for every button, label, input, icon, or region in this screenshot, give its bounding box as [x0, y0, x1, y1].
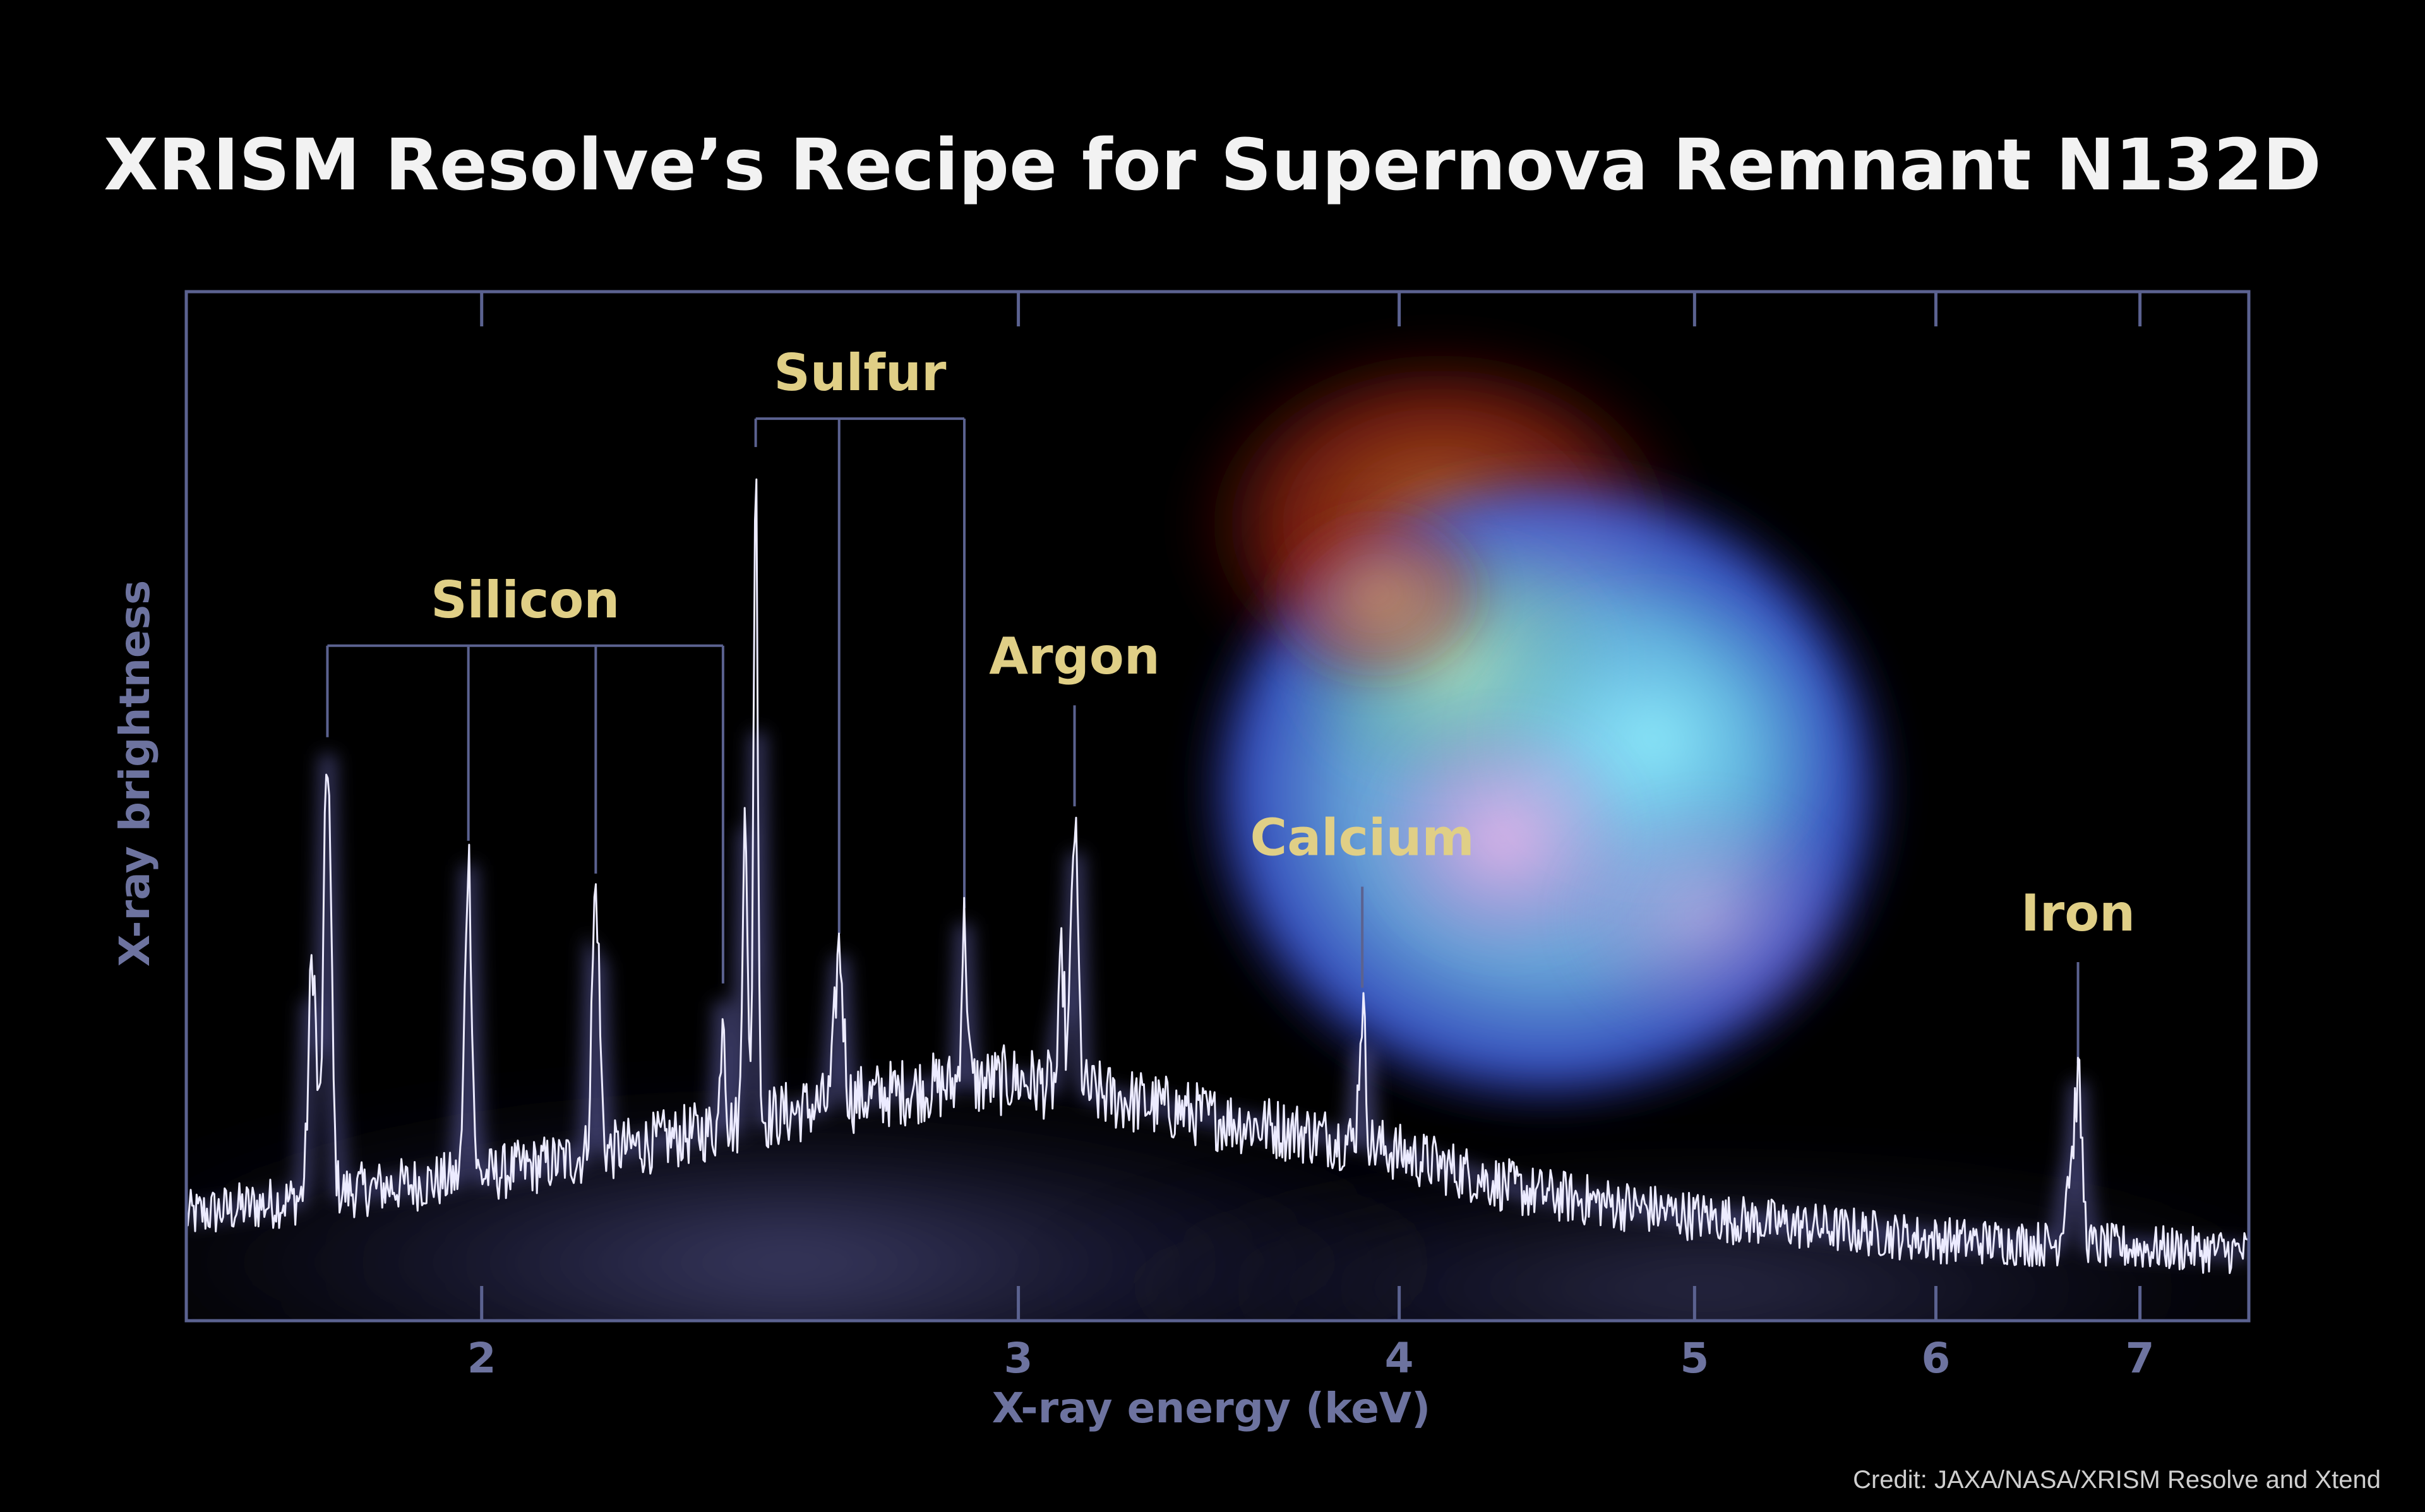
- x-tick-label: 7: [2126, 1334, 2155, 1383]
- x-tick-label: 6: [1922, 1334, 1951, 1383]
- x-tick-label: 5: [1680, 1334, 1709, 1383]
- x-tick-label: 4: [1385, 1334, 1414, 1383]
- supernova-remnant-image: [1175, 328, 1901, 1117]
- chart-title: XRISM Resolve’s Recipe for Supernova Rem…: [104, 124, 2321, 206]
- x-tick-label: 3: [1004, 1334, 1033, 1383]
- element-label-sulfur: Sulfur: [774, 343, 947, 402]
- y-axis-label: X-ray brightness: [111, 580, 159, 967]
- element-label-argon: Argon: [989, 627, 1160, 686]
- plot-frame: [184, 290, 2251, 1323]
- credit-text: Credit: JAXA/NASA/XRISM Resolve and Xten…: [1853, 1466, 2381, 1494]
- element-label-calcium: Calcium: [1250, 809, 1475, 867]
- spectrum-line: [186, 478, 2249, 1275]
- element-annotations: Silicon Sulfur Argon Calcium Iron: [326, 343, 2135, 1063]
- element-label-silicon: Silicon: [431, 571, 620, 629]
- element-label-iron: Iron: [2021, 884, 2135, 943]
- x-tick-label: 2: [467, 1334, 496, 1383]
- x-axis-label: X-ray energy (keV): [992, 1384, 1431, 1432]
- x-axis-ticks: 2 3 4 5 6 7: [467, 292, 2155, 1383]
